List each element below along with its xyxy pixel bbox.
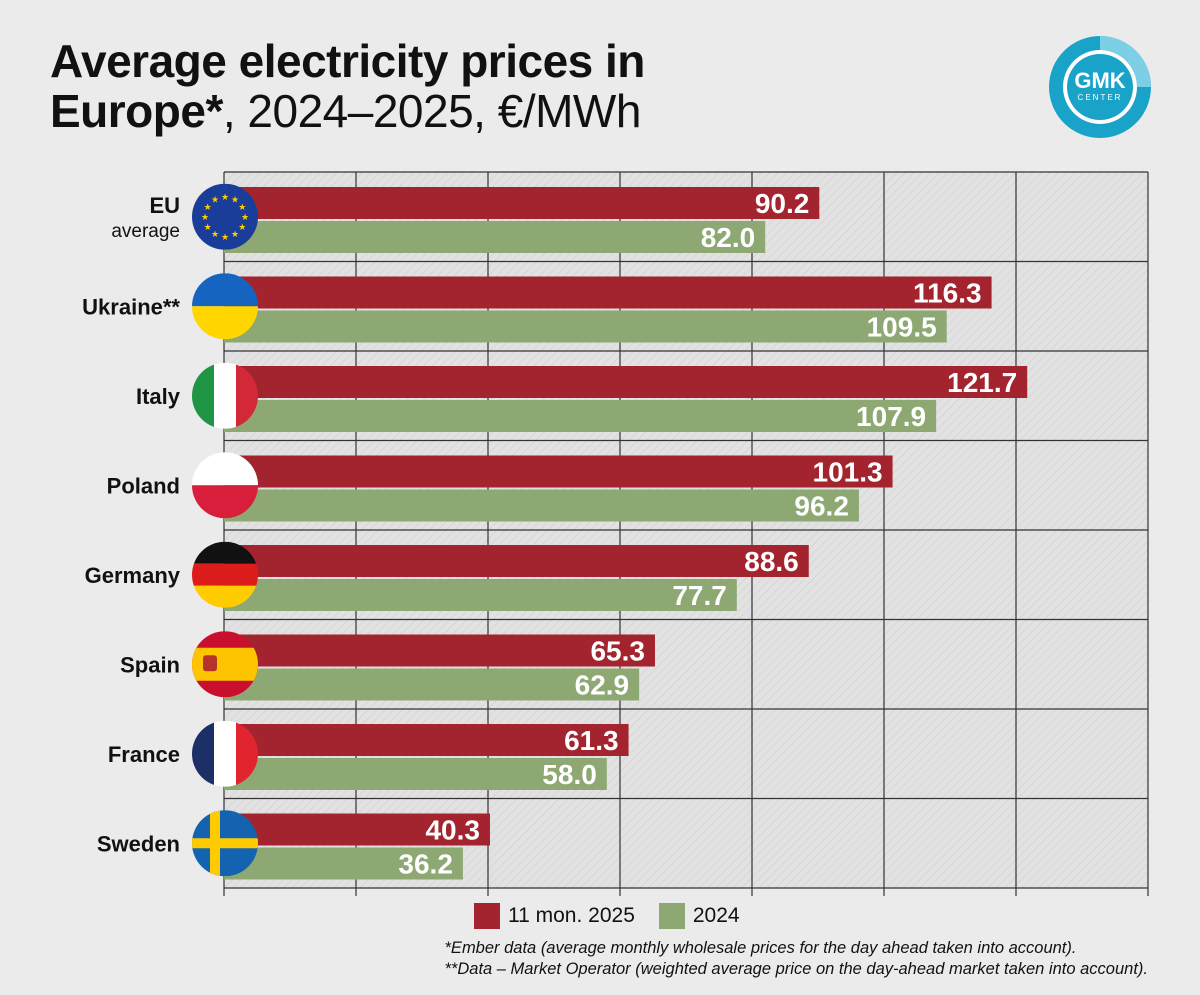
bar-2024 bbox=[224, 221, 766, 253]
title-line-2-rest: , 2024–2025, €/MWh bbox=[222, 85, 642, 137]
logo-ring bbox=[1049, 36, 1151, 138]
bar-value-label: 40.3 bbox=[425, 815, 480, 846]
bar-2024 bbox=[224, 579, 737, 611]
bar-value-label: 82.0 bbox=[701, 222, 756, 253]
title-line-1: Average electricity prices in bbox=[50, 35, 645, 87]
svg-text:★: ★ bbox=[211, 229, 219, 239]
logo-text-center: CENTER bbox=[1077, 93, 1123, 102]
bar-value-label: 61.3 bbox=[564, 725, 619, 756]
category-label: Germany bbox=[85, 563, 181, 588]
bar-value-label: 88.6 bbox=[744, 546, 799, 577]
bar-2024 bbox=[224, 400, 937, 432]
bar-2024 bbox=[224, 489, 859, 522]
bar-2025 bbox=[224, 276, 992, 309]
spain-flag-icon bbox=[192, 631, 258, 698]
title-line-2-bold: Europe* bbox=[50, 85, 223, 137]
svg-text:★: ★ bbox=[238, 202, 246, 212]
category-label: Ukraine** bbox=[82, 294, 180, 319]
logo-text-gmk: GMK bbox=[1074, 68, 1126, 93]
ukraine-flag-icon bbox=[192, 273, 258, 340]
bar-value-label: 109.5 bbox=[867, 312, 937, 343]
category-label: Poland bbox=[107, 473, 180, 498]
bar-2025 bbox=[224, 724, 629, 756]
bar-value-label: 101.3 bbox=[813, 457, 883, 488]
bar-value-label: 36.2 bbox=[398, 849, 453, 880]
bar-value-label: 58.0 bbox=[542, 759, 597, 790]
svg-text:★: ★ bbox=[201, 212, 209, 222]
category-label: Sweden bbox=[97, 831, 180, 856]
svg-text:★: ★ bbox=[231, 229, 239, 239]
svg-text:★: ★ bbox=[211, 194, 219, 204]
bar-value-label: 62.9 bbox=[575, 670, 630, 701]
svg-text:★: ★ bbox=[204, 202, 212, 212]
eu-flag-icon: ★★★★★★★★★ ★ ★★ bbox=[192, 183, 258, 250]
svg-text:★: ★ bbox=[231, 194, 239, 204]
chart-title: Average electricity prices in Europe*, 2… bbox=[50, 36, 645, 136]
bar-value-label: 107.9 bbox=[856, 401, 926, 432]
gmk-center-logo: GMK CENTER bbox=[1049, 36, 1151, 138]
category-label: Spain bbox=[120, 652, 180, 677]
category-label: France bbox=[108, 742, 180, 767]
footnotes: *Ember data (average monthly wholesale p… bbox=[445, 938, 1148, 980]
legend: 11 mon. 2025 2024 bbox=[474, 903, 754, 929]
bar-2025 bbox=[224, 813, 490, 846]
bar-2024 bbox=[224, 847, 463, 880]
france-flag-icon bbox=[192, 720, 258, 787]
svg-text:★: ★ bbox=[238, 222, 246, 232]
category-sublabel: average bbox=[111, 221, 180, 242]
footnote-1: *Ember data (average monthly wholesale p… bbox=[444, 939, 1077, 957]
bar-value-label: 96.2 bbox=[794, 491, 849, 522]
footnote-2: **Data – Market Operator (weighted avera… bbox=[444, 960, 1148, 978]
germany-flag-icon bbox=[192, 541, 258, 608]
bar-value-label: 90.2 bbox=[755, 188, 810, 219]
bar-2025 bbox=[224, 187, 820, 219]
bar-2024 bbox=[224, 668, 640, 701]
legend-label-2025: 11 mon. 2025 bbox=[508, 904, 635, 927]
legend-item-2024: 2024 bbox=[658, 903, 740, 929]
bar-2024 bbox=[224, 758, 607, 790]
poland-flag-icon bbox=[192, 452, 258, 519]
svg-text:★: ★ bbox=[241, 212, 249, 222]
bar-value-label: 77.7 bbox=[672, 580, 727, 611]
legend-item-2025: 11 mon. 2025 bbox=[474, 903, 635, 929]
bar-2025 bbox=[224, 366, 1028, 398]
svg-text:★: ★ bbox=[221, 192, 229, 202]
bar-value-label: 121.7 bbox=[947, 367, 1017, 398]
svg-text:★: ★ bbox=[204, 222, 212, 232]
bar-2025 bbox=[224, 545, 809, 577]
italy-flag-icon bbox=[192, 362, 258, 429]
category-label: EU bbox=[149, 193, 180, 218]
legend-swatch-2024 bbox=[658, 903, 685, 929]
bar-value-label: 116.3 bbox=[913, 278, 982, 309]
legend-swatch-2025 bbox=[474, 903, 500, 929]
bar-2025 bbox=[224, 634, 655, 667]
legend-label-2024: 2024 bbox=[692, 904, 740, 927]
svg-text:★: ★ bbox=[221, 232, 229, 242]
sweden-flag-icon bbox=[192, 810, 258, 877]
bar-2024 bbox=[224, 310, 947, 343]
category-label: Italy bbox=[136, 384, 181, 409]
bar-2025 bbox=[224, 455, 893, 488]
bar-value-label: 65.3 bbox=[590, 636, 645, 667]
